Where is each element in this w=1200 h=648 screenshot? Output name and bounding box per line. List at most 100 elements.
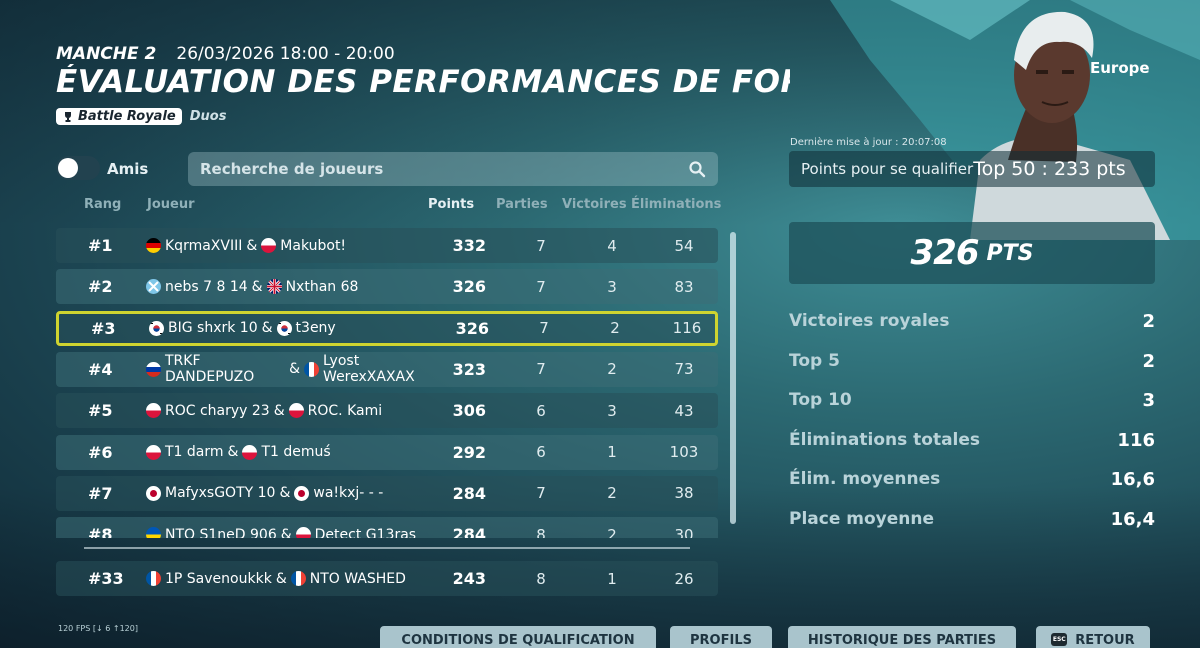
match-history-button[interactable]: HISTORIQUE DES PARTIES bbox=[788, 626, 1016, 648]
qualify-value: Top 50 : 233 pts bbox=[973, 158, 1126, 180]
row-players: TRKF DANDEPUZO & Lyost WerexXAXAX bbox=[146, 353, 446, 385]
stat-value: 3 bbox=[1142, 390, 1155, 411]
leaderboard-divider bbox=[84, 547, 690, 549]
stat-value: 116 bbox=[1117, 429, 1155, 451]
round-label: MANCHE 2 bbox=[56, 44, 157, 64]
stat-value: 16,6 bbox=[1110, 469, 1155, 490]
player-1-name: T1 darm bbox=[165, 444, 224, 460]
row-rank: #4 bbox=[88, 359, 113, 379]
my-team-row[interactable]: #33 1P Savenoukkk & NTO WASHED 243 8 1 26 bbox=[56, 561, 718, 596]
row-wins: 2 bbox=[607, 484, 617, 503]
row-wins: 1 bbox=[607, 569, 617, 588]
row-players: T1 darm & T1 demuś bbox=[146, 444, 446, 460]
row-wins: 3 bbox=[607, 277, 617, 296]
player-separator: & bbox=[279, 485, 291, 502]
player-1-name: BIG shxrk 10 bbox=[168, 320, 258, 337]
row-rank: #7 bbox=[88, 483, 113, 503]
player-separator: & bbox=[227, 444, 239, 460]
leaderboard-list: #1 KqrmaXVIII & Makubot! 332 7 4 54 #2 nebs 7 8 1… bbox=[56, 228, 718, 538]
player-separator: & bbox=[246, 237, 258, 254]
row-elims: 103 bbox=[669, 443, 699, 461]
row-rank: #6 bbox=[88, 442, 113, 462]
round-datetime: 26/03/2026 18:00 - 20:00 bbox=[176, 44, 395, 64]
player-search-input[interactable]: Recherche de joueurs bbox=[188, 152, 718, 186]
stat-value: 16,4 bbox=[1110, 508, 1155, 530]
hero-character-image bbox=[830, 0, 1200, 240]
row-rank: #5 bbox=[88, 401, 113, 421]
stat-row: Top 5 2 bbox=[789, 351, 1155, 372]
row-players: KqrmaXVIII & Makubot! bbox=[146, 238, 446, 254]
player-1-name: NTO S1neD 906 bbox=[165, 526, 277, 538]
row-points: 326 bbox=[455, 318, 489, 338]
leaderboard-row[interactable]: #2 nebs 7 8 14 & Nxthan 68 326 7 3 83 bbox=[56, 269, 718, 305]
round-info: MANCHE 2 26/03/2026 18:00 - 20:00 bbox=[56, 44, 395, 64]
stat-label: Top 10 bbox=[789, 390, 852, 410]
row-points: 306 bbox=[452, 401, 486, 421]
col-header-player: Joueur bbox=[147, 197, 195, 212]
row-rank: #33 bbox=[88, 569, 124, 588]
leaderboard-scrollbar[interactable] bbox=[730, 232, 736, 524]
row-games: 6 bbox=[536, 401, 546, 420]
mode-tags: Battle Royale Duos bbox=[56, 108, 226, 125]
flag-icon-pl bbox=[146, 403, 161, 419]
toggle-knob bbox=[58, 158, 78, 178]
col-header-games[interactable]: Parties bbox=[496, 197, 548, 212]
scrollbar-thumb[interactable] bbox=[730, 232, 736, 524]
stat-label: Élim. moyennes bbox=[789, 469, 941, 489]
fps-counter: 120 FPS [↓ 6 ↑120] bbox=[58, 624, 138, 633]
trophy-icon bbox=[65, 111, 71, 122]
leaderboard-row[interactable]: #5 ROC charyy 23 & ROC. Kami 306 6 3 43 bbox=[56, 393, 718, 429]
row-games: 6 bbox=[536, 443, 546, 461]
col-header-elims[interactable]: Éliminations bbox=[631, 197, 722, 212]
row-rank: #3 bbox=[91, 318, 116, 338]
row-games: 7 bbox=[536, 277, 546, 296]
row-points: 332 bbox=[452, 236, 486, 255]
search-icon[interactable] bbox=[688, 160, 706, 178]
row-wins: 2 bbox=[607, 525, 617, 538]
row-players: BIG shxrk 10 & t3eny bbox=[149, 320, 449, 336]
leaderboard-row-highlighted[interactable]: #3 BIG shxrk 10 & t3eny 326 7 2 116 bbox=[56, 310, 718, 346]
leaderboard-row[interactable]: #4 TRKF DANDEPUZO & Lyost WerexXAXAX 323 7 2 73 bbox=[56, 351, 718, 387]
flag-icon-pl bbox=[261, 238, 277, 253]
row-points: 323 bbox=[452, 359, 486, 379]
player-2-name: ROC. Kami bbox=[307, 402, 383, 419]
friends-toggle[interactable] bbox=[56, 156, 100, 180]
player-1-name: MafyxsGOTY 10 bbox=[165, 485, 276, 502]
row-elims: 116 bbox=[672, 319, 702, 338]
team-size-tag: Duos bbox=[189, 109, 227, 124]
player-1-name: nebs 7 8 14 bbox=[165, 278, 248, 295]
flag-icon-jp bbox=[146, 485, 161, 501]
leaderboard-row[interactable]: #8 NTO S1neD 906 & Detect G13ras 284 8 2 30 bbox=[56, 517, 718, 538]
back-button[interactable]: ESC RETOUR bbox=[1036, 626, 1150, 648]
stat-label: Victoires royales bbox=[789, 311, 950, 331]
qualify-label: Points pour se qualifier bbox=[801, 160, 974, 178]
player-1-name: TRKF DANDEPUZO bbox=[165, 353, 255, 386]
col-header-rank: Rang bbox=[84, 197, 122, 212]
row-rank: #8 bbox=[88, 525, 113, 538]
row-players: MafyxsGOTY 10 & wa!kxj- - - bbox=[146, 485, 446, 501]
leaderboard-row[interactable]: #7 MafyxsGOTY 10 & wa!kxj- - - 284 7 2 38 bbox=[56, 475, 718, 511]
page-title: ÉVALUATION DES PERFORMANCES DE FORTNITE bbox=[56, 64, 790, 100]
leaderboard-row[interactable]: #1 KqrmaXVIII & Makubot! 332 7 4 54 bbox=[56, 228, 718, 263]
total-points-value: 326 bbox=[910, 233, 980, 273]
flag-icon-kr bbox=[149, 320, 164, 336]
col-header-wins[interactable]: Victoires bbox=[562, 197, 627, 212]
col-header-points[interactable]: Points bbox=[428, 197, 475, 212]
flag-icon-ua bbox=[146, 527, 161, 538]
row-wins: 1 bbox=[607, 443, 617, 461]
stat-value: 2 bbox=[1142, 350, 1155, 372]
qualification-button-label: CONDITIONS DE QUALIFICATION bbox=[401, 633, 635, 648]
player-2-name: NTO WASHED bbox=[309, 570, 406, 587]
profiles-button[interactable]: PROFILS bbox=[670, 626, 772, 648]
stat-row: Top 10 3 bbox=[789, 390, 1155, 411]
row-points: 284 bbox=[452, 483, 486, 503]
row-wins: 2 bbox=[607, 360, 617, 379]
qualification-conditions-button[interactable]: CONDITIONS DE QUALIFICATION bbox=[380, 626, 656, 648]
leaderboard-row[interactable]: #6 T1 darm & T1 demuś 292 6 1 103 bbox=[56, 434, 718, 470]
flag-icon-kr bbox=[276, 320, 292, 336]
stat-label: Top 5 bbox=[789, 350, 840, 371]
player-separator: & bbox=[251, 278, 263, 295]
row-rank: #1 bbox=[88, 236, 113, 255]
qualification-threshold: Points pour se qualifier Top 50 : 233 pt… bbox=[789, 151, 1155, 187]
player-separator: & bbox=[280, 526, 292, 538]
